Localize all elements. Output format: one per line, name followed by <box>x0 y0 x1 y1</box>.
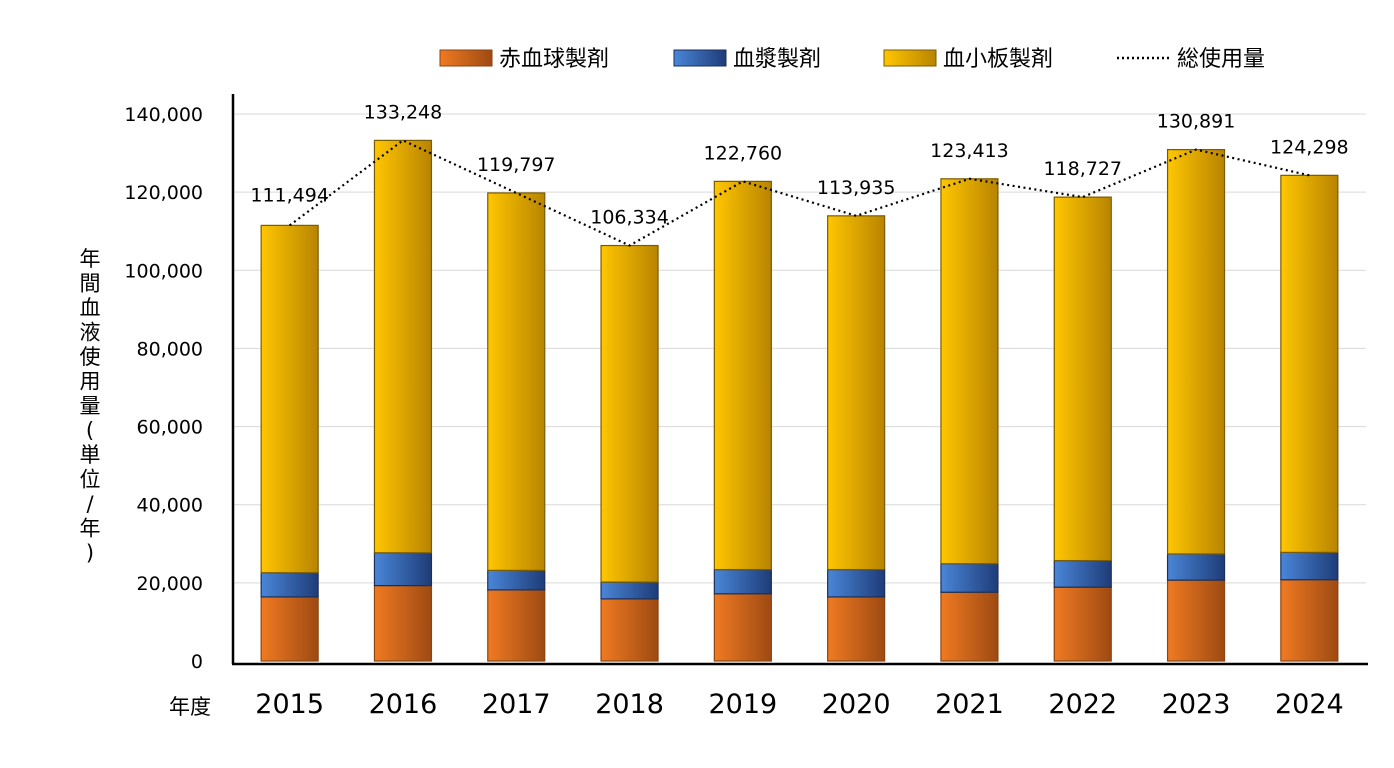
legend-label-total: 総使用量 <box>1177 47 1265 72</box>
bar-segment-plasma <box>940 563 999 593</box>
x-tick-label: 2024 <box>1275 689 1344 720</box>
data-label: 133,248 <box>364 101 443 123</box>
y-tick-label: 80,000 <box>137 338 203 360</box>
y-tick-label: 20,000 <box>137 573 203 595</box>
x-axis-title: 年度 <box>169 695 211 719</box>
y-tick-label: 140,000 <box>124 104 203 126</box>
bar-segment-plasma <box>827 568 886 598</box>
bar-segment-plasma <box>713 568 772 595</box>
bar-segment-platelet <box>373 139 433 554</box>
x-tick-label: 2019 <box>708 689 777 720</box>
bar-segment-red-cell <box>487 589 546 662</box>
bar-segment-red-cell <box>940 591 999 662</box>
legend-label-red-cell: 赤血球製剤 <box>499 47 609 72</box>
y-tick-label: 100,000 <box>124 260 203 282</box>
bar-segment-red-cell <box>1280 579 1339 662</box>
data-label: 124,298 <box>1270 136 1349 158</box>
bar-segment-platelet <box>1280 174 1339 553</box>
bar-segment-platelet <box>1053 196 1112 562</box>
bar-segment-red-cell <box>1053 586 1112 662</box>
bars <box>260 139 1339 662</box>
y-axis-title-text: 年間血液使用量(単位/年) <box>80 247 101 565</box>
bar-segment-plasma <box>1053 559 1112 588</box>
data-label: 123,413 <box>930 140 1009 162</box>
bar-segment-red-cell <box>260 596 319 662</box>
data-label: 118,727 <box>1043 158 1122 180</box>
legend-label-platelet: 血小板製剤 <box>943 47 1053 72</box>
x-axis-ticks: 2015 2016 2017 2018 2019 2020 2021 2022 2023 2024 <box>255 689 1343 720</box>
x-tick-label: 2021 <box>935 689 1004 720</box>
data-label: 111,494 <box>250 184 329 206</box>
bar-segment-platelet <box>487 192 546 571</box>
x-tick-label: 2016 <box>369 689 438 720</box>
legend-label-plasma: 血漿製剤 <box>733 47 821 72</box>
legend-swatch-plasma <box>673 49 727 67</box>
bar-segment-plasma <box>600 581 659 600</box>
bar-segment-platelet <box>827 215 886 571</box>
bar-segment-red-cell <box>1166 579 1226 662</box>
legend-swatch-platelet <box>883 49 937 67</box>
x-tick-label: 2023 <box>1162 689 1231 720</box>
bar-segment-plasma <box>1166 553 1226 581</box>
data-label: 106,334 <box>590 207 669 229</box>
data-labels: 111,494 133,248 119,797 106,334 122,760 113,9… <box>250 101 1348 228</box>
bar-segment-platelet <box>260 224 319 574</box>
y-axis-title: 年間血液使用量(単位/年) <box>80 247 101 565</box>
bar-segment-platelet <box>1166 148 1226 555</box>
y-axis-ticks: 0 20,000 40,000 60,000 80,000 100,000 120,000 1… <box>124 104 203 673</box>
bar-segment-red-cell <box>713 593 772 662</box>
legend: 赤血球製剤 血漿製剤 血小板製剤 総使用量 <box>439 47 1265 72</box>
x-tick-label: 2015 <box>255 689 324 720</box>
total-usage-line <box>288 139 1310 247</box>
x-tick-label: 2022 <box>1048 689 1117 720</box>
legend-swatch-red-cell <box>439 49 493 67</box>
data-label: 122,760 <box>704 142 783 164</box>
total-line <box>288 139 1310 247</box>
data-label: 119,797 <box>477 154 556 176</box>
x-tick-label: 2017 <box>482 689 551 720</box>
bar-segment-plasma <box>487 569 546 591</box>
y-tick-label: 60,000 <box>137 417 203 439</box>
bar-segment-plasma <box>260 572 319 598</box>
bar-segment-plasma <box>373 552 433 587</box>
data-label: 113,935 <box>817 177 896 199</box>
bar-segment-red-cell <box>827 596 886 662</box>
bar-segment-plasma <box>1280 551 1339 581</box>
bar-segment-red-cell <box>373 584 433 662</box>
x-tick-label: 2018 <box>595 689 664 720</box>
bar-segment-platelet <box>713 180 772 571</box>
y-tick-label: 120,000 <box>124 182 203 204</box>
bar-segment-platelet <box>600 244 659 583</box>
y-tick-label: 0 <box>191 651 203 673</box>
data-label: 130,891 <box>1157 111 1236 133</box>
y-tick-label: 40,000 <box>137 495 203 517</box>
bar-segment-red-cell <box>600 598 659 662</box>
bar-segment-platelet <box>940 178 999 565</box>
x-tick-label: 2020 <box>822 689 891 720</box>
